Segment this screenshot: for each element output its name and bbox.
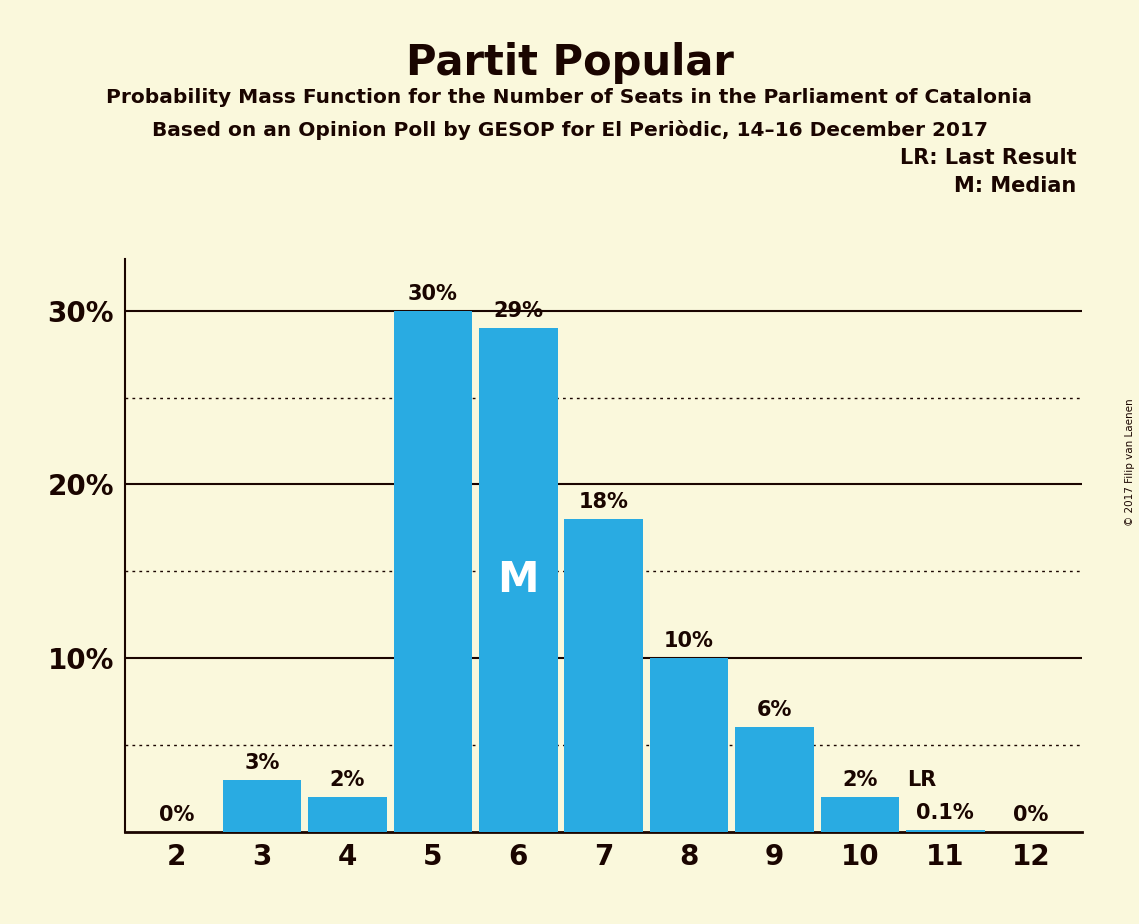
Text: © 2017 Filip van Laenen: © 2017 Filip van Laenen [1125, 398, 1134, 526]
Bar [308, 796, 387, 832]
Text: 29%: 29% [493, 301, 543, 322]
Bar [820, 796, 900, 832]
Text: 10%: 10% [664, 631, 714, 651]
Text: LR: Last Result: LR: Last Result [900, 148, 1076, 168]
Text: 30%: 30% [408, 284, 458, 304]
Text: M: Median: M: Median [954, 176, 1076, 196]
Text: Based on an Opinion Poll by GESOP for El Periòdic, 14–16 December 2017: Based on an Opinion Poll by GESOP for El… [151, 120, 988, 140]
Text: 2%: 2% [329, 770, 366, 790]
Text: 0.1%: 0.1% [917, 803, 974, 823]
Text: M: M [498, 559, 539, 601]
Text: 3%: 3% [244, 752, 280, 772]
Text: 0%: 0% [158, 805, 195, 824]
Bar [907, 830, 984, 832]
Text: Probability Mass Function for the Number of Seats in the Parliament of Catalonia: Probability Mass Function for the Number… [107, 88, 1032, 107]
Text: 6%: 6% [756, 700, 793, 721]
Text: Partit Popular: Partit Popular [405, 42, 734, 83]
Text: 2%: 2% [842, 770, 878, 790]
Bar [650, 658, 729, 832]
Bar [565, 519, 642, 832]
Bar [394, 310, 472, 832]
Bar [223, 780, 301, 832]
Text: LR: LR [907, 770, 936, 790]
Bar [478, 328, 557, 832]
Text: 18%: 18% [579, 492, 629, 512]
Bar [736, 727, 813, 832]
Text: 0%: 0% [1013, 805, 1049, 824]
